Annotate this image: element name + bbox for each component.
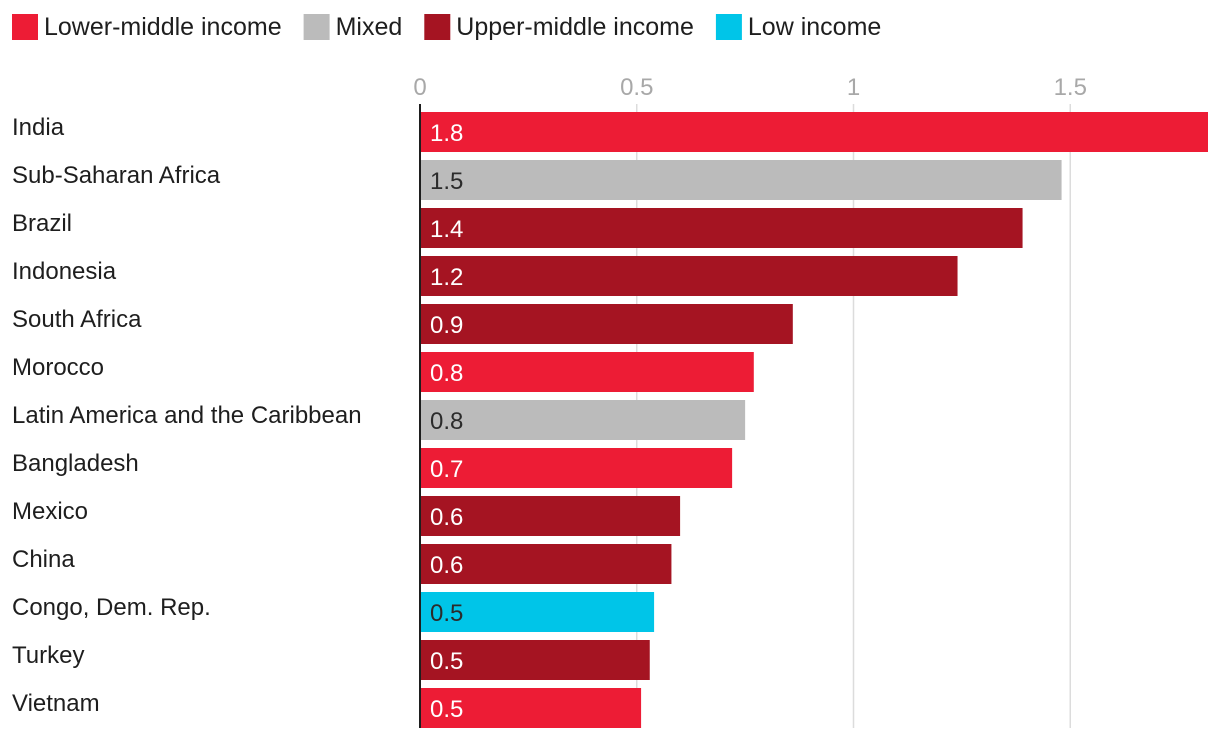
bar-india [420,112,1208,152]
value-label-vietnam: 0.5 [430,696,463,723]
value-label-bangladesh: 0.7 [430,456,463,483]
category-label-congo-dem-rep: Congo, Dem. Rep. [12,594,211,621]
category-label-morocco: Morocco [12,354,104,381]
value-label-turkey: 0.5 [430,648,463,675]
value-label-morocco: 0.8 [430,360,463,387]
value-label-latin-america-and-the-caribbean: 0.8 [430,408,463,435]
x-axis-ticks: 0 0.5 1 1.5 [413,74,1087,101]
bar-congo-dem-rep [420,592,655,632]
bar-indonesia [420,256,958,296]
value-label-mexico: 0.6 [430,504,463,531]
legend-swatch-upper-middle [424,14,451,40]
bar-mexico [420,496,681,536]
category-label-bangladesh: Bangladesh [12,450,139,477]
value-label-brazil: 1.4 [430,216,463,243]
bar-brazil [420,208,1023,248]
legend-swatch-lower-middle [12,14,38,40]
bar-south-africa [420,304,793,344]
category-label-latin-america-and-the-caribbean: Latin America and the Caribbean [12,402,362,429]
legend-label-low: Low income [748,13,881,41]
legend-swatch-low [715,14,742,40]
bar-bangladesh [420,448,733,488]
category-label-china: China [12,546,75,573]
bar-latin-america-and-the-caribbean [420,400,746,440]
category-label-mexico: Mexico [12,498,88,525]
value-label-congo-dem-rep: 0.5 [430,600,463,627]
category-label-indonesia: Indonesia [12,258,117,285]
legend-swatch-mixed [303,14,330,40]
category-label-vietnam: Vietnam [12,690,100,717]
bar-vietnam [420,688,642,728]
bar-turkey [420,640,650,680]
bar-sub-saharan-africa [420,160,1062,200]
x-tick-label: 1 [847,74,860,101]
legend-label-lower-middle: Lower-middle income [44,13,282,41]
legend-label-mixed: Mixed [336,13,403,41]
value-label-south-africa: 0.9 [430,312,463,339]
chart-bars: 1.8 1.5 1.4 1.2 0.9 0.8 0.8 0.7 0.6 0.6 0.5 0.5 0.5 [420,112,1208,728]
value-label-sub-saharan-africa: 1.5 [430,168,463,195]
category-labels: India Sub-Saharan Africa Brazil Indonesia So… [12,114,362,717]
category-label-brazil: Brazil [12,210,72,237]
category-label-south-africa: South Africa [12,306,142,333]
value-label-indonesia: 1.2 [430,264,463,291]
legend-label-upper-middle: Upper-middle income [456,13,694,41]
value-label-china: 0.6 [430,552,463,579]
bar-china [420,544,672,584]
category-label-turkey: Turkey [12,642,84,669]
bar-morocco [420,352,754,392]
category-label-india: India [12,114,65,141]
x-tick-label: 0.5 [620,74,653,101]
x-tick-label: 0 [413,74,426,101]
category-label-sub-saharan-africa: Sub-Saharan Africa [12,162,221,189]
chart-legend: Lower-middle income Mixed Upper-middle inc… [12,13,881,41]
x-tick-label: 1.5 [1054,74,1087,101]
value-label-india: 1.8 [430,120,463,147]
